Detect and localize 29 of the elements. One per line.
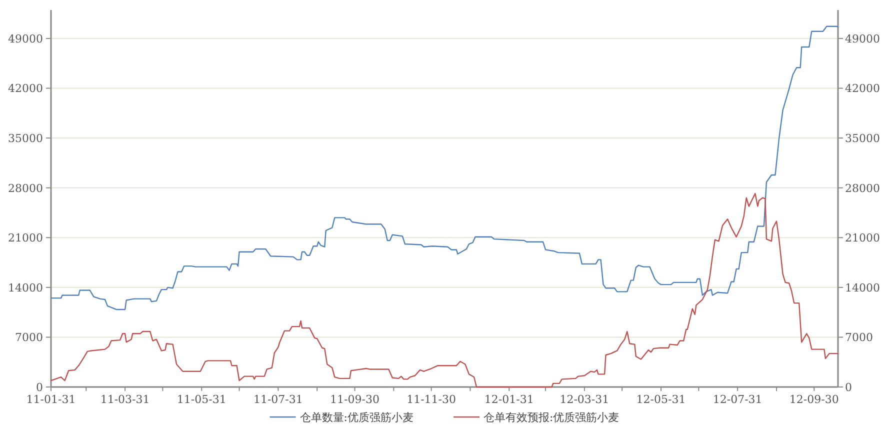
x-tick-label: 12-09-30 bbox=[789, 393, 839, 406]
y-tick-label: 49000 bbox=[8, 32, 43, 46]
y-tick-label: 42000 bbox=[8, 82, 43, 96]
x-tick-label: 12-05-31 bbox=[636, 393, 686, 406]
y2-tick-label: 14000 bbox=[845, 281, 880, 294]
y2-tick-label: 0 bbox=[845, 381, 852, 394]
x-tick-label: 11-09-30 bbox=[330, 393, 380, 406]
y2-tick-label: 49000 bbox=[845, 32, 880, 46]
y2-tick-label: 21000 bbox=[845, 232, 880, 245]
y-tick-label: 21000 bbox=[8, 232, 43, 245]
x-tick-label: 12-07-31 bbox=[712, 393, 762, 406]
x-tick-label: 11-01-31 bbox=[26, 393, 76, 406]
y2-tick-label: 28000 bbox=[845, 182, 880, 195]
y-tick-label: 0 bbox=[36, 381, 43, 394]
x-tick-label: 11-07-31 bbox=[253, 393, 303, 406]
y-tick-label: 7000 bbox=[15, 331, 43, 344]
y2-tick-label: 42000 bbox=[845, 82, 880, 96]
y2-tick-label: 7000 bbox=[845, 331, 873, 344]
y-tick-label: 14000 bbox=[8, 281, 43, 294]
x-tick-label: 12-01-31 bbox=[484, 393, 534, 406]
legend-label: 仓单数量:优质强筋小麦 bbox=[300, 411, 414, 424]
legend-label: 仓单有效预报:优质强筋小麦 bbox=[484, 411, 620, 424]
x-tick-label: 12-03-31 bbox=[560, 393, 610, 406]
x-tick-label: 11-03-31 bbox=[100, 393, 150, 406]
x-tick-label: 11-11-30 bbox=[406, 393, 456, 406]
y-tick-label: 28000 bbox=[8, 182, 43, 195]
y-tick-label: 35000 bbox=[8, 132, 43, 146]
x-tick-label: 11-05-31 bbox=[176, 393, 226, 406]
y2-tick-label: 35000 bbox=[845, 132, 880, 146]
